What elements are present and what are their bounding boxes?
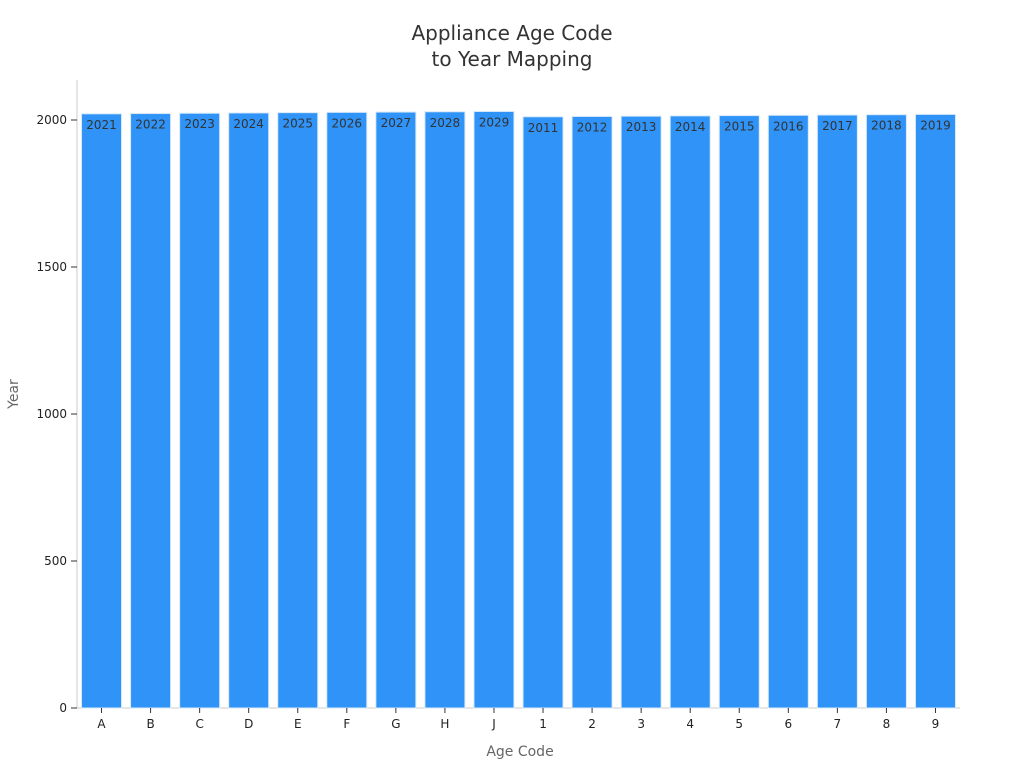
bar-value-label-3: 2013 [626,120,657,134]
bar-G [375,111,417,709]
x-tick-label-G: G [391,717,400,731]
chart-title-line-2: to Year Mapping [432,47,593,71]
bar-3 [620,115,662,709]
bar-value-label-D: 2024 [233,117,264,131]
bar-value-label-J: 2029 [479,115,510,129]
bar-value-label-B: 2022 [135,118,166,132]
bar-value-label-5: 2015 [724,120,755,134]
bar-value-label-1: 2011 [528,121,559,135]
x-tick-label-J: J [491,717,496,731]
x-tick-label-A: A [97,717,106,731]
y-axis-title: Year [6,379,22,410]
bar-value-label-6: 2016 [773,119,804,133]
x-tick-label-1: 1 [539,717,547,731]
x-tick-label-D: D [244,717,253,731]
y-tick-label: 1000 [36,407,67,421]
plot-area: 0 500 1000 1500 2000 2021 A 2022 B 2023 C 2024 D 2025… [36,80,960,731]
x-tick-label-8: 8 [883,717,891,731]
x-tick-label-4: 4 [686,717,694,731]
bar-4 [669,115,711,709]
bar-B [130,113,172,709]
bar-E [277,112,319,709]
x-tick-label-5: 5 [735,717,743,731]
bar-C [179,112,221,709]
x-tick-label-9: 9 [932,717,940,731]
x-tick-label-6: 6 [784,717,792,731]
x-tick-label-F: F [343,717,350,731]
bar-value-label-9: 2019 [920,118,951,132]
x-tick-label-7: 7 [834,717,842,731]
bar-J [473,110,515,709]
bar-7 [816,114,858,709]
x-tick-label-C: C [195,717,203,731]
y-tick-label: 1500 [36,260,67,274]
bar-value-label-A: 2021 [86,118,117,132]
bar-value-label-C: 2023 [184,117,215,131]
bar-6 [767,114,809,709]
bar-2 [571,115,613,709]
bar-value-label-F: 2026 [332,116,363,130]
x-tick-label-H: H [440,717,449,731]
x-tick-label-E: E [294,717,302,731]
bar-value-label-G: 2027 [381,116,412,130]
bar-value-label-7: 2017 [822,119,853,133]
bar-value-label-8: 2018 [871,119,902,133]
bar-H [424,111,466,709]
bar-value-label-E: 2025 [282,117,313,131]
x-axis-title: Age Code [486,744,553,760]
bar-value-label-H: 2028 [430,116,461,130]
bar-A [81,113,123,709]
y-tick-label: 500 [44,554,67,568]
bar-1 [522,116,564,709]
y-tick-label: 2000 [36,113,67,127]
chart-title-line-1: Appliance Age Code [411,21,612,45]
bar-8 [865,114,907,709]
x-tick-label-B: B [146,717,154,731]
bar-value-label-2: 2012 [577,120,608,134]
x-tick-label-2: 2 [588,717,596,731]
x-tick-label-3: 3 [637,717,645,731]
bar-5 [718,115,760,709]
bar-value-label-4: 2014 [675,120,706,134]
bar-D [228,112,270,709]
bar-9 [914,113,956,709]
bar-F [326,111,368,709]
y-tick-label: 0 [59,701,67,715]
